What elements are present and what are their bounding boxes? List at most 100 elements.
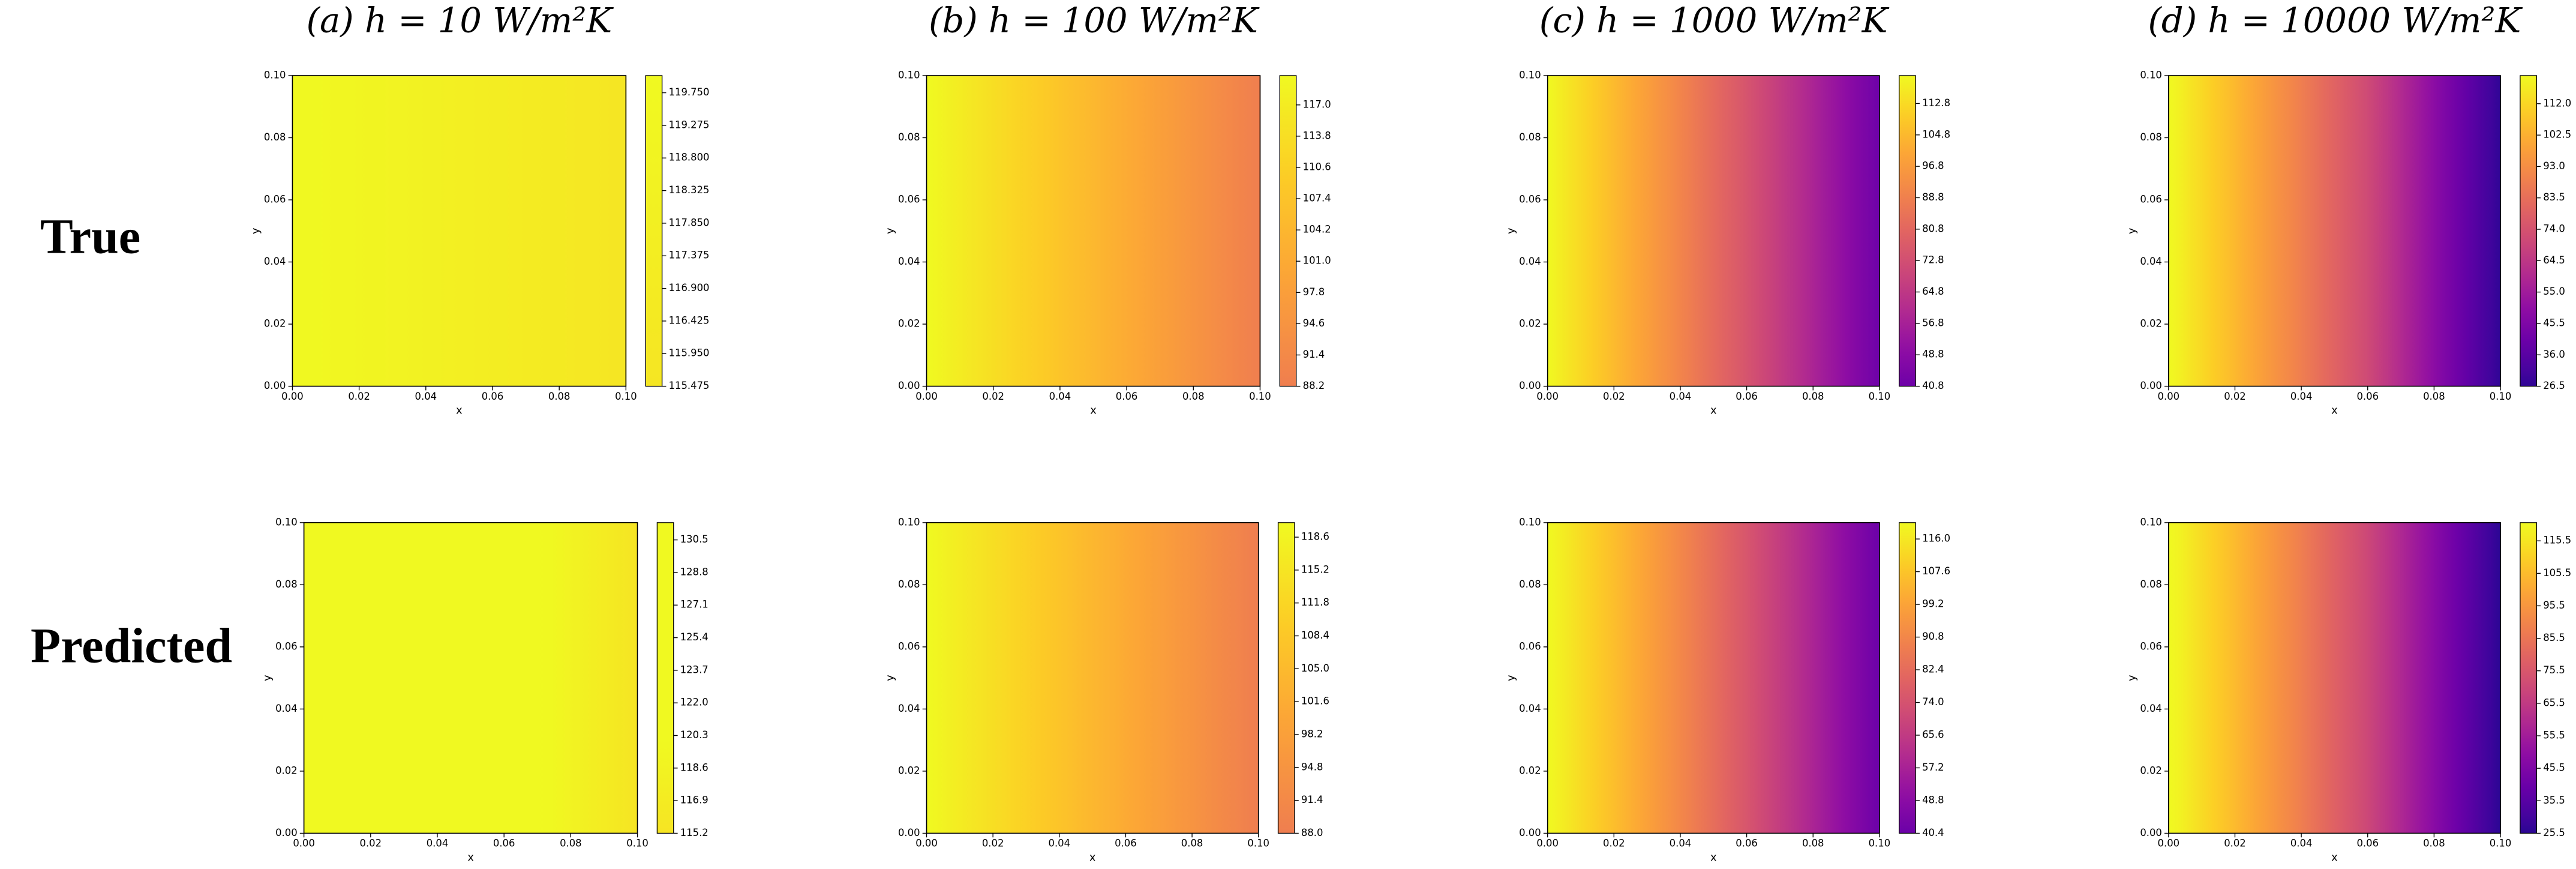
colorbar-tick-label: 127.1 [680, 599, 708, 610]
heat-strip [1059, 522, 1127, 834]
x-tick-label: 0.06 [482, 391, 504, 402]
x-tick-label: 0.08 [1802, 391, 1824, 402]
colorbar-tick-label: 117.850 [669, 217, 710, 228]
colorbar-tick-label: 101.0 [1303, 255, 1331, 266]
y-tick-label: 0.06 [264, 194, 286, 205]
colorbar-tick-label: 72.8 [1922, 254, 1944, 266]
x-tick-label: 0.06 [2356, 391, 2379, 402]
y-tick-label: 0.02 [2140, 765, 2162, 776]
x-tick-label: 0.02 [1603, 838, 1625, 849]
y-tick-label: 0.02 [1519, 318, 1541, 329]
colorbar-tick-label: 104.8 [1922, 128, 1950, 140]
y-tick-label: 0.08 [2140, 579, 2162, 590]
column-title: (c) h = 1000 W/m²K [1539, 0, 1890, 40]
y-tick-label: 0.04 [898, 703, 920, 714]
colorbar-tick-label: 130.5 [680, 534, 708, 545]
colorbar-tick-label: 105.0 [1301, 663, 1329, 674]
x-tick-label: 0.00 [281, 391, 304, 402]
x-tick-label: 0.08 [1181, 838, 1203, 849]
colorbar [1277, 522, 1295, 834]
heat-strip [2434, 522, 2501, 834]
x-axis-label: x [2331, 852, 2338, 864]
x-tick-label: 0.06 [1115, 838, 1137, 849]
colorbar-tick-label: 119.275 [669, 119, 710, 130]
heat-strip [993, 75, 1061, 386]
heat-strip [1680, 75, 1748, 386]
x-tick-label: 0.02 [982, 391, 1004, 402]
y-tick-label: 0.10 [2140, 516, 2162, 528]
y-tick-label: 0.02 [1519, 765, 1541, 776]
y-tick-label: 0.02 [898, 318, 920, 329]
axes-frame [292, 75, 627, 387]
x-tick-label: 0.00 [1536, 838, 1559, 849]
colorbar-tick-label: 88.2 [1303, 380, 1325, 391]
axes-frame [926, 75, 1261, 387]
heat-strip [2434, 75, 2501, 386]
y-tick-label: 0.04 [2140, 703, 2162, 714]
heat-strip [2168, 75, 2236, 386]
x-tick-label: 0.10 [1249, 391, 1271, 402]
x-tick-label: 0.00 [915, 838, 938, 849]
colorbar-tick-label: 125.4 [680, 631, 708, 643]
colorbar-tick-label: 116.425 [669, 314, 710, 326]
colorbar-tick-label: 102.5 [2543, 129, 2571, 140]
heat-strip [1059, 75, 1127, 386]
heat-strip [304, 522, 371, 834]
x-tick-label: 0.04 [1670, 838, 1692, 849]
y-axis-label: y [1505, 228, 1517, 235]
colorbar-tick-label: 74.0 [1922, 696, 1944, 708]
colorbar-tick-label: 97.8 [1303, 286, 1325, 298]
y-tick-label: 0.04 [1519, 703, 1541, 714]
colorbar-tick-label: 94.6 [1303, 317, 1325, 329]
heat-strip [1746, 75, 1814, 386]
y-tick-label: 0.00 [264, 380, 286, 391]
axes-frame [2168, 75, 2501, 387]
colorbar-tick-label: 119.750 [669, 86, 710, 98]
colorbar-tick-label: 117.375 [669, 250, 710, 261]
x-tick-label: 0.02 [348, 391, 370, 402]
y-tick-label: 0.08 [898, 579, 920, 590]
colorbar-tick-label: 118.6 [680, 762, 708, 773]
colorbar-tick-label: 45.5 [2543, 317, 2565, 328]
y-tick-label: 0.10 [264, 69, 286, 80]
colorbar-tick-label: 115.475 [669, 380, 710, 391]
colorbar-tick-label: 88.8 [1922, 191, 1944, 203]
x-tick-label: 0.06 [493, 838, 515, 849]
colorbar-tick-label: 93.0 [2543, 160, 2565, 172]
y-tick-label: 0.10 [898, 69, 920, 80]
heat-strip [292, 75, 360, 386]
heat-strip [370, 522, 438, 834]
colorbar-tick-label: 105.5 [2543, 567, 2571, 579]
x-tick-label: 0.06 [1736, 838, 1758, 849]
colorbar-tick-label: 55.5 [2543, 730, 2565, 741]
heat-strip [1614, 522, 1681, 834]
x-tick-label: 0.08 [548, 391, 571, 402]
colorbar-tick-label: 116.9 [680, 795, 708, 806]
x-axis-label: x [456, 404, 463, 417]
y-tick-label: 0.02 [898, 765, 920, 776]
column-title: (b) h = 100 W/m²K [929, 0, 1260, 40]
colorbar-tick-label: 48.8 [1922, 794, 1944, 805]
x-axis-label: x [1089, 852, 1096, 864]
colorbar [1899, 75, 1916, 387]
heat-strip [926, 522, 993, 834]
x-tick-label: 0.06 [2356, 838, 2379, 849]
y-tick-label: 0.00 [2140, 380, 2162, 391]
y-tick-label: 0.04 [2140, 256, 2162, 267]
x-tick-label: 0.00 [293, 838, 315, 849]
x-axis-label: x [467, 852, 474, 864]
y-tick-label: 0.00 [2140, 827, 2162, 838]
x-tick-label: 0.10 [2490, 391, 2512, 402]
axes-frame [926, 522, 1259, 834]
colorbar-tick-label: 116.0 [1922, 533, 1950, 544]
colorbar-tick-label: 122.0 [680, 697, 708, 708]
x-tick-label: 0.06 [1736, 391, 1758, 402]
y-axis-label: y [250, 228, 262, 235]
heat-strip [2367, 522, 2435, 834]
x-axis-label: x [2331, 404, 2338, 417]
colorbar-tick-label: 108.4 [1301, 630, 1329, 641]
axes-frame [1547, 522, 1880, 834]
y-tick-label: 0.08 [275, 579, 298, 590]
colorbar-tick-label: 120.3 [680, 729, 708, 741]
y-tick-label: 0.06 [898, 640, 920, 652]
